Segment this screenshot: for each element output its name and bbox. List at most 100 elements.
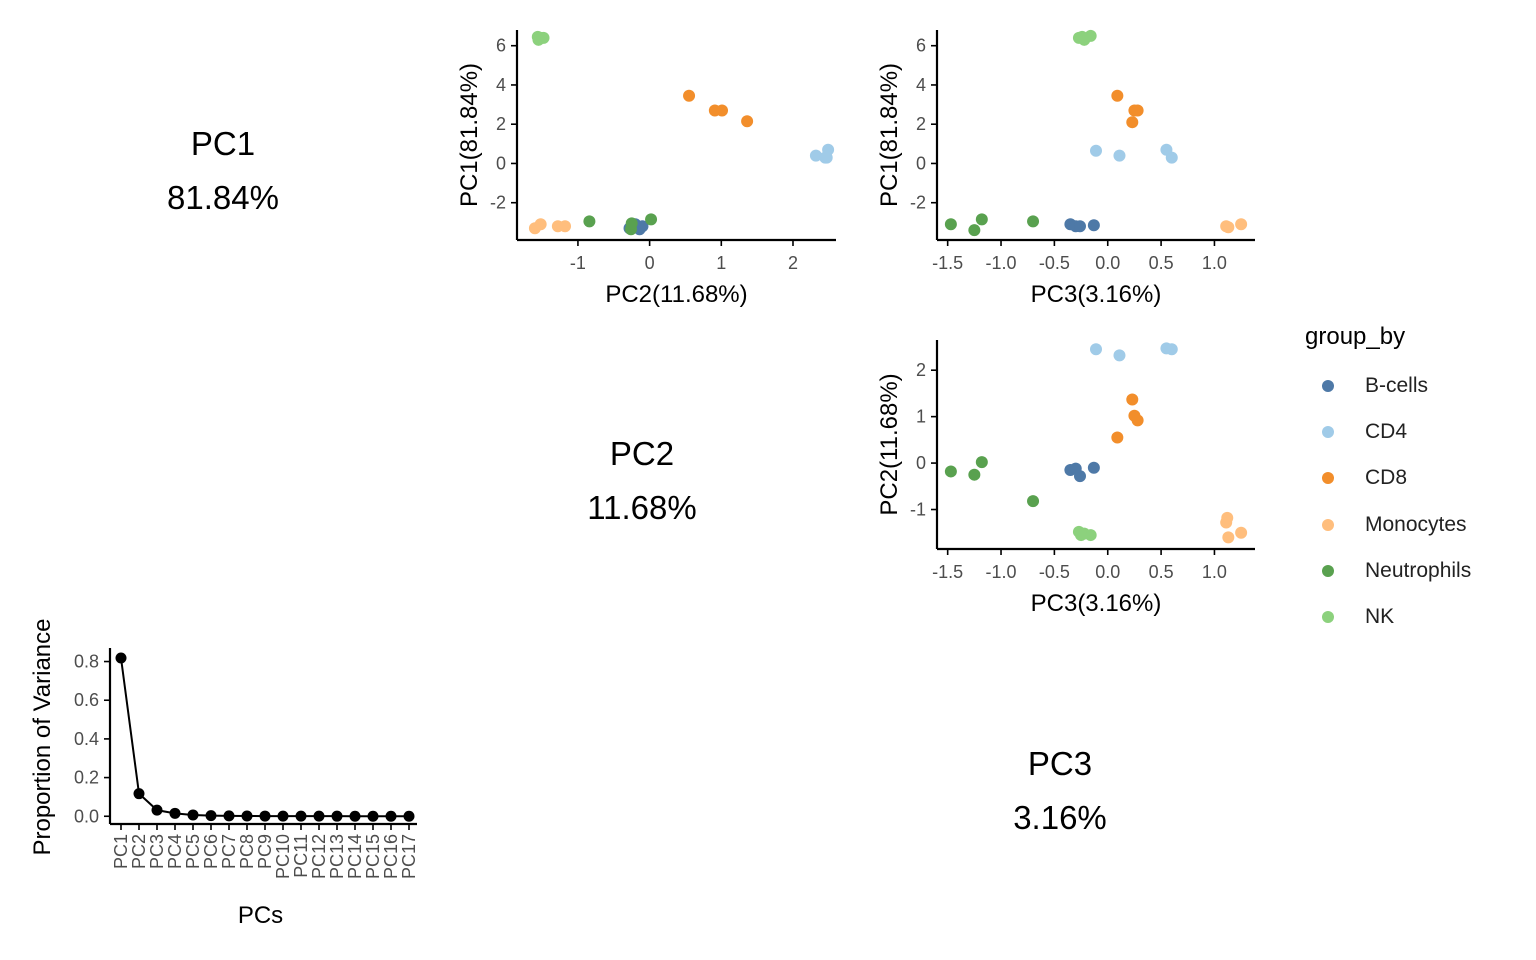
data-point-cd4 [1113,349,1126,362]
variance-point [205,810,217,822]
x-tick-label: 0.5 [1149,253,1174,273]
data-point-cd4 [822,143,835,156]
legend-label: CD4 [1365,420,1408,444]
x-tick-label: PC12 [309,834,329,879]
data-point-nk [534,31,547,44]
y-tick-label: 1 [916,407,926,427]
legend-label: B-cells [1365,374,1429,397]
data-point-nk [1084,29,1097,42]
variance-point [133,788,145,800]
variance-point [151,804,163,816]
y-tick-label: 0.4 [74,729,99,749]
variance-point [313,810,325,822]
data-point-nk [537,31,550,44]
data-point-monocytes [551,220,564,233]
x-tick-label: 0.0 [1095,253,1120,273]
data-point-nk [1078,33,1091,46]
x-tick-label: 1 [716,253,726,273]
variance-point [349,810,361,822]
data-point-b-cells [1064,464,1077,477]
y-tick-label: -1 [910,500,926,520]
data-point-cd4 [820,151,833,164]
data-point-cd8 [1111,431,1124,444]
data-point-monocytes [534,218,547,231]
legend-label: Monocytes [1365,512,1467,536]
data-point-cd8 [1128,409,1141,422]
data-point-b-cells [633,223,646,236]
x-tick-label: -1.5 [932,562,963,582]
legend-swatch [1322,611,1334,623]
x-tick-label: PC7 [219,834,239,869]
y-tick-label: 0 [916,153,926,173]
variance-point [259,810,271,822]
data-point-nk [1072,31,1085,44]
y-tick-label: 0.0 [74,806,99,826]
data-point-nk [532,33,545,46]
data-point-cd4 [809,149,822,162]
data-point-b-cells [1073,220,1086,233]
x-tick-label: PC14 [345,834,365,879]
diag-percent: 81.84% [167,179,279,216]
data-point-b-cells [629,218,642,231]
x-tick-label: -0.5 [1039,562,1070,582]
x-tick-label: PC11 [291,834,311,878]
data-point-cd8 [1128,104,1141,117]
x-tick-label: PC3 [147,834,167,869]
x-tick-label: PC2 [129,834,149,869]
x-tick-label: -1 [570,253,586,273]
data-point-monocytes [1221,511,1234,524]
x-tick-label: -0.5 [1039,253,1070,273]
data-point-cd8 [708,104,721,117]
data-point-b-cells [1073,470,1086,483]
data-point-neutrophils [968,468,981,481]
legend-label: NK [1365,605,1395,628]
data-point-cd4 [1160,143,1173,156]
data-point-monocytes [1222,221,1235,234]
y-axis-title: PC1(81.84%) [876,63,903,207]
data-point-nk [1075,529,1088,542]
data-point-b-cells [636,220,649,233]
data-point-cd4 [1090,343,1102,356]
data-point-cd8 [1131,414,1144,427]
x-tick-label: PC8 [237,834,257,869]
variance-point [385,810,397,822]
y-tick-label: 4 [496,75,506,95]
variance-point [241,810,253,822]
x-axis-title: PC3(3.16%) [1031,281,1162,308]
y-tick-label: 0.2 [74,768,99,788]
x-tick-label: -1.0 [986,562,1017,582]
data-point-neutrophils [944,465,957,478]
y-tick-label: 6 [496,36,506,56]
x-tick-label: PC16 [381,834,401,879]
data-point-b-cells [1064,218,1077,231]
variance-line [120,657,409,818]
variance-point [223,810,235,822]
variance-point [331,810,343,822]
data-point-cd4 [1090,144,1102,157]
x-axis-title: PC2(11.68%) [605,281,747,308]
diag-cell-pc1: PC1 81.84% [73,127,373,214]
diag-label: PC2 [609,435,675,472]
data-point-nk [1078,527,1091,540]
data-point-monocytes [1220,516,1233,529]
variance-point [403,810,415,822]
x-tick-label: PC5 [183,834,203,869]
legend-swatch [1322,518,1334,531]
y-axis-title: PC1(81.84%) [456,63,483,207]
y-tick-label: -2 [490,193,506,213]
legend-label: Neutrophils [1365,558,1472,582]
data-point-monocytes [1235,526,1248,539]
x-tick-label: 0 [645,253,655,273]
data-point-b-cells [1069,462,1082,475]
data-point-cd8 [683,89,696,102]
variance-point [115,652,127,664]
x-tick-label: -1.0 [986,253,1017,273]
legend: group_by B-cells CD4 CD8 Monocytes Neutrophi… [1305,322,1530,628]
data-point-b-cells [1069,220,1082,233]
legend-swatch [1322,380,1334,392]
data-point-monocytes [1220,220,1233,233]
data-point-monocytes [528,222,541,235]
y-axis-title: PC2(11.68%) [876,373,903,515]
data-point-monocytes [1222,531,1235,544]
